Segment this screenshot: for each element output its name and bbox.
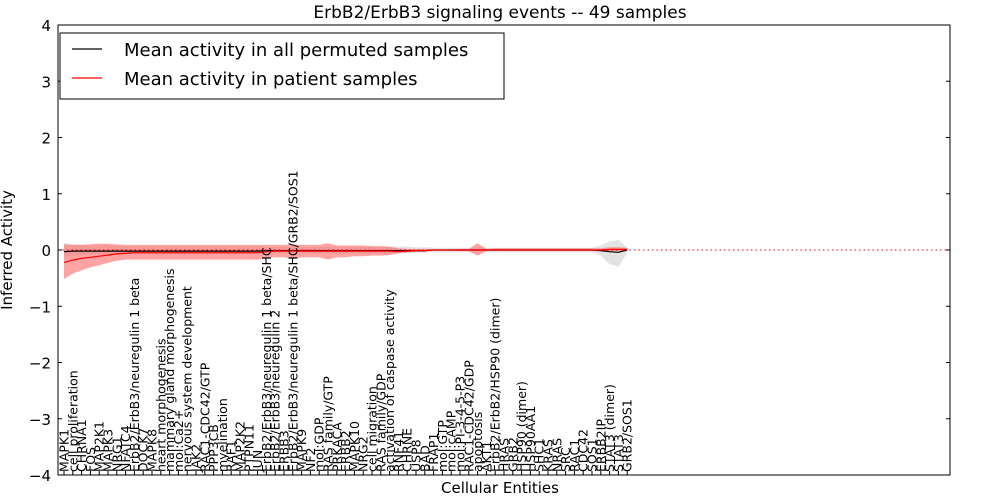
x-tick-label: KRAS — [541, 439, 556, 472]
chart-title: ErbB2/ErbB3 signaling events -- 49 sampl… — [313, 3, 686, 23]
series-lines — [63, 248, 628, 263]
x-tick-label: RAC1-CDC42/GTP — [197, 362, 212, 472]
x-tick-label: MAPK10 — [347, 421, 362, 472]
y-tick-label: 4 — [41, 17, 51, 35]
legend-label-permuted: Mean activity in all permuted samples — [124, 40, 468, 61]
x-tick-label: mol:GDP — [312, 417, 327, 472]
x-tick-label: SHC1 — [532, 438, 547, 472]
y-tick-label: 1 — [41, 186, 51, 204]
legend-label-patient: Mean activity in patient samples — [124, 69, 418, 90]
x-tick-label: RAC1-CDC42/GDP — [461, 360, 476, 472]
x-tick-label: nervous system development — [180, 286, 195, 472]
x-tick-label: mol:GTP — [435, 420, 450, 472]
x-tick-label: HSP90AA1 — [523, 406, 538, 472]
x-tick-label: MAPK9 — [294, 429, 309, 472]
x-tick-label: ERBB3 — [277, 430, 292, 472]
y-tick-label: 0 — [41, 242, 51, 260]
x-tick-label: JUN — [250, 450, 265, 473]
x-tick-label: DOCK7 — [136, 428, 151, 472]
x-tick-label: heart morphogenesis — [153, 339, 168, 473]
x-tick-label: RAF1 — [224, 440, 239, 472]
y-tick-label: 3 — [41, 73, 51, 91]
y-tick-label: 2 — [41, 130, 51, 148]
x-tick-label: CHRNA1 — [74, 419, 89, 472]
x-tick-label: myelination — [215, 398, 230, 472]
y-tick-label: −2 — [29, 355, 51, 373]
x-tick-label: GRB2/SOS1 — [620, 399, 635, 472]
x-tick-label: CDC42 — [576, 429, 591, 472]
x-tick-label: ErbB2/ErbB3/neuregulin 1 beta/SHC/GRB2/S… — [285, 170, 300, 472]
x-tick-label: mol:cAMP — [444, 410, 459, 472]
x-tick-label: mol:PI-3-4-5-P3 — [453, 376, 468, 472]
x-tick-label: USP8 — [409, 439, 424, 472]
x-tick-label: ErbB2/ErbB3/neuregulin 2 — [268, 310, 283, 472]
x-tick-label: NRAS — [549, 438, 564, 472]
x-tick-label: apoptosis — [470, 412, 485, 472]
x-tick-label: NRG2 — [356, 436, 371, 472]
y-axis-label: Inferred Activity — [0, 190, 16, 310]
x-tick-label: AKT1 — [479, 441, 494, 472]
line-series-1 — [63, 248, 628, 263]
x-tick-label: SOS1 — [585, 438, 600, 472]
x-tick-label: RNF41 — [391, 431, 406, 472]
y-tick-label: −1 — [29, 298, 51, 316]
x-tick-label: HRAS — [497, 438, 512, 472]
x-tick-label: ERBB2 — [338, 430, 353, 472]
x-tick-label: FRAP1 — [426, 433, 441, 472]
x-tick-label: PTPN11 — [241, 424, 256, 472]
x-tick-label: MAP2K1 — [92, 421, 107, 472]
x-tick-label: NFATC4 — [118, 425, 133, 472]
x-tick-label: NRG1 — [109, 436, 124, 472]
x-tick-label: mol:Ca2+ — [171, 410, 186, 472]
x-tick-label: GRB2 — [505, 437, 520, 472]
x-tick-label: ErbB2/ErbB3/neuregulin 1 beta/SHC — [259, 247, 274, 472]
x-tick-label: STAT3 — [611, 434, 626, 472]
legend-box — [59, 32, 505, 100]
x-tick-label: cell proliferation — [65, 370, 80, 472]
x-axis-label: Cellular Entities — [441, 479, 559, 497]
legend: Mean activity in all permuted samples Me… — [59, 32, 505, 100]
plot-frame — [57, 24, 951, 476]
x-tick-label: CHRNE — [400, 428, 415, 472]
y-tick-label: −4 — [29, 467, 51, 485]
x-tick-label: ErbB2/ErbB2/HSP90 (dimer) — [488, 298, 503, 472]
x-tick-label: STAT3 (dimer) — [602, 384, 617, 472]
x-tick-label: cell migration — [365, 386, 380, 472]
x-tick-label: SRC — [558, 447, 573, 472]
x-tick-label: mammary gland morphogenesis — [162, 269, 177, 472]
x-tick-label: activation of caspase activity — [382, 289, 397, 472]
x-tick-label: MAPK3 — [101, 429, 116, 472]
x-tick-label: ErbB2/ErbB3/neuregulin 1 beta — [127, 278, 142, 472]
x-tick-label: NF2 — [303, 448, 318, 473]
x-tick-label: RAS family/GTP — [321, 376, 336, 472]
x-tick-label: JAK2 — [189, 444, 204, 473]
x-tick-label: PPP3CB — [206, 424, 221, 472]
y-axis-ticks: −4 −3 −2 −1 0 1 2 3 4 — [29, 17, 950, 485]
x-tick-label: MAPK8 — [145, 429, 160, 472]
y-tick-label: −3 — [29, 411, 51, 429]
x-tick-label: RAC1 — [567, 439, 582, 472]
x-tick-label: ERBB2IP — [593, 419, 608, 472]
x-tick-label: BAD — [417, 445, 432, 472]
x-tick-label: MAPK1 — [57, 429, 72, 472]
x-tick-label: FOS — [83, 447, 98, 472]
x-tick-label: RAS family/GDP — [373, 373, 388, 472]
x-tick-label: MAP2K2 — [233, 421, 248, 472]
x-tick-label: HSP90 (dimer) — [514, 381, 529, 472]
x-tick-label: PRKACA — [329, 422, 344, 472]
